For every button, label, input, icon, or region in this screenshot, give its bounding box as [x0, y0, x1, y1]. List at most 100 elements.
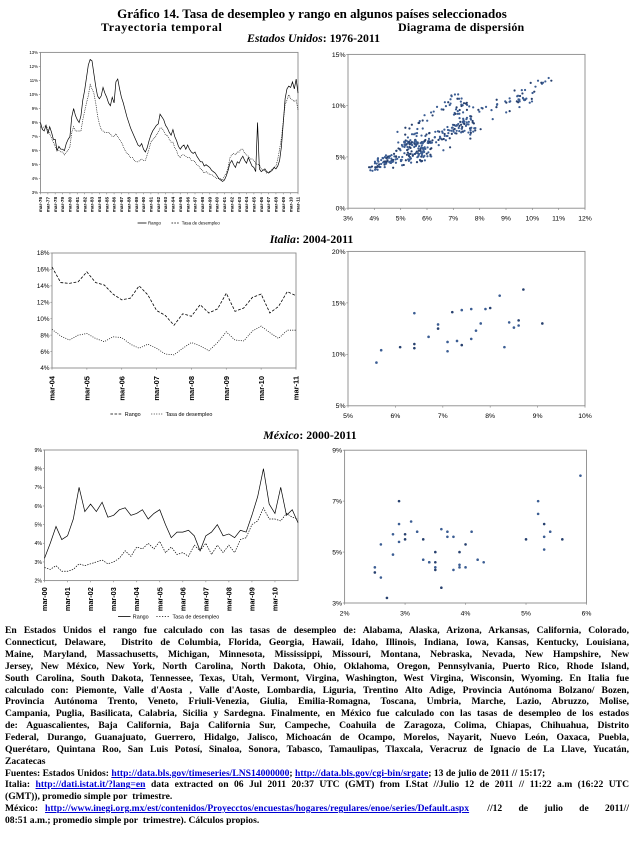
- svg-text:mar-92: mar-92: [156, 197, 161, 213]
- svg-text:mar-08: mar-08: [224, 587, 233, 611]
- svg-text:mar-10: mar-10: [257, 376, 266, 401]
- svg-text:6%: 6%: [582, 610, 592, 617]
- svg-text:3%: 3%: [332, 600, 342, 607]
- svg-text:mar-08: mar-08: [274, 197, 279, 213]
- svg-text:mar-05: mar-05: [82, 376, 91, 401]
- svg-text:10%: 10%: [332, 352, 346, 359]
- svg-text:4%: 4%: [32, 176, 38, 181]
- svg-text:mar-76: mar-76: [38, 197, 43, 213]
- svg-text:mar-81: mar-81: [75, 197, 80, 213]
- svg-text:mar-91: mar-91: [149, 197, 154, 213]
- svg-text:mar-03: mar-03: [237, 197, 242, 213]
- svg-text:Tasa de desempleo: Tasa de desempleo: [166, 412, 213, 418]
- svg-text:mar-87: mar-87: [119, 197, 124, 213]
- svg-text:6%: 6%: [422, 216, 432, 223]
- svg-text:15%: 15%: [332, 52, 346, 59]
- svg-text:10%: 10%: [526, 216, 540, 223]
- svg-text:mar-04: mar-04: [132, 586, 141, 611]
- svg-text:mar-79: mar-79: [60, 197, 65, 213]
- svg-text:7%: 7%: [438, 413, 448, 420]
- svg-text:mar-04: mar-04: [244, 197, 249, 213]
- svg-text:3%: 3%: [343, 216, 353, 223]
- svg-text:mar-05: mar-05: [252, 197, 257, 213]
- svg-text:mar-84: mar-84: [97, 197, 102, 213]
- svg-text:Tasa de desempleo: Tasa de desempleo: [182, 221, 221, 226]
- svg-text:mar-09: mar-09: [222, 376, 231, 401]
- svg-text:8%: 8%: [32, 120, 38, 125]
- svg-text:8%: 8%: [485, 413, 495, 420]
- svg-text:mar-99: mar-99: [207, 197, 212, 213]
- svg-text:mar-11: mar-11: [296, 197, 301, 213]
- svg-text:4%: 4%: [369, 216, 379, 223]
- svg-text:Rango: Rango: [148, 221, 161, 226]
- svg-text:12%: 12%: [37, 299, 50, 306]
- svg-text:mar-89: mar-89: [134, 197, 139, 213]
- svg-text:mar-09: mar-09: [281, 197, 286, 213]
- svg-text:mar-07: mar-07: [201, 587, 210, 611]
- svg-text:Tasa de desempleo: Tasa de desempleo: [173, 614, 220, 620]
- svg-text:9%: 9%: [32, 106, 38, 111]
- svg-text:5%: 5%: [32, 162, 38, 167]
- svg-text:mar-03: mar-03: [109, 587, 118, 611]
- svg-text:6%: 6%: [35, 504, 43, 510]
- svg-text:8%: 8%: [35, 466, 43, 472]
- svg-text:mar-97: mar-97: [193, 197, 198, 213]
- svg-text:10%: 10%: [37, 316, 50, 323]
- svg-text:mar-95: mar-95: [178, 197, 183, 213]
- svg-text:mar-80: mar-80: [68, 197, 73, 213]
- svg-text:5%: 5%: [336, 403, 346, 410]
- svg-text:7%: 7%: [332, 499, 342, 506]
- svg-text:7%: 7%: [32, 134, 38, 139]
- svg-text:mar-10: mar-10: [271, 587, 280, 611]
- svg-text:mar-02: mar-02: [229, 197, 234, 213]
- svg-text:9%: 9%: [332, 448, 342, 455]
- svg-text:15%: 15%: [332, 300, 346, 307]
- svg-text:mar-96: mar-96: [185, 197, 190, 213]
- svg-text:9%: 9%: [533, 413, 543, 420]
- svg-text:mar-11: mar-11: [292, 376, 301, 400]
- svg-text:18%: 18%: [37, 250, 50, 257]
- svg-text:10%: 10%: [332, 103, 346, 110]
- svg-text:0%: 0%: [336, 206, 346, 213]
- svg-text:mar-01: mar-01: [222, 197, 227, 213]
- svg-text:9%: 9%: [35, 448, 43, 454]
- svg-text:5%: 5%: [521, 610, 531, 617]
- svg-text:7%: 7%: [448, 216, 458, 223]
- svg-text:mar-86: mar-86: [112, 197, 117, 213]
- svg-text:10%: 10%: [29, 92, 38, 97]
- svg-text:mar-83: mar-83: [90, 197, 95, 213]
- svg-text:16%: 16%: [37, 267, 50, 274]
- svg-text:mar-77: mar-77: [46, 197, 51, 213]
- svg-text:3%: 3%: [400, 610, 410, 617]
- svg-text:mar-06: mar-06: [178, 587, 187, 611]
- svg-text:20%: 20%: [332, 249, 346, 256]
- svg-text:8%: 8%: [40, 332, 50, 339]
- svg-text:5%: 5%: [343, 413, 353, 420]
- svg-text:mar-07: mar-07: [266, 197, 271, 213]
- svg-text:11%: 11%: [30, 78, 38, 83]
- svg-text:5%: 5%: [396, 216, 406, 223]
- svg-text:mar-85: mar-85: [104, 197, 109, 213]
- svg-text:mar-88: mar-88: [126, 197, 131, 213]
- svg-text:mar-98: mar-98: [200, 197, 205, 213]
- svg-text:Rango: Rango: [125, 412, 141, 418]
- svg-text:mar-94: mar-94: [171, 197, 176, 213]
- svg-text:2%: 2%: [35, 578, 43, 584]
- svg-text:mar-06: mar-06: [117, 376, 126, 401]
- svg-text:6%: 6%: [32, 148, 38, 153]
- svg-text:mar-02: mar-02: [86, 587, 95, 611]
- svg-text:mar-93: mar-93: [163, 197, 168, 213]
- svg-text:10%: 10%: [578, 413, 592, 420]
- svg-text:mar-82: mar-82: [82, 197, 87, 213]
- svg-text:mar-08: mar-08: [187, 376, 196, 401]
- svg-text:14%: 14%: [37, 283, 50, 290]
- svg-text:4%: 4%: [461, 610, 471, 617]
- svg-text:Rango: Rango: [133, 614, 149, 620]
- svg-text:mar-06: mar-06: [259, 197, 264, 213]
- svg-text:13%: 13%: [29, 50, 38, 55]
- svg-text:5%: 5%: [35, 522, 43, 528]
- svg-text:mar-90: mar-90: [141, 197, 146, 213]
- svg-text:7%: 7%: [35, 485, 43, 491]
- svg-text:4%: 4%: [35, 541, 43, 547]
- svg-text:8%: 8%: [475, 216, 485, 223]
